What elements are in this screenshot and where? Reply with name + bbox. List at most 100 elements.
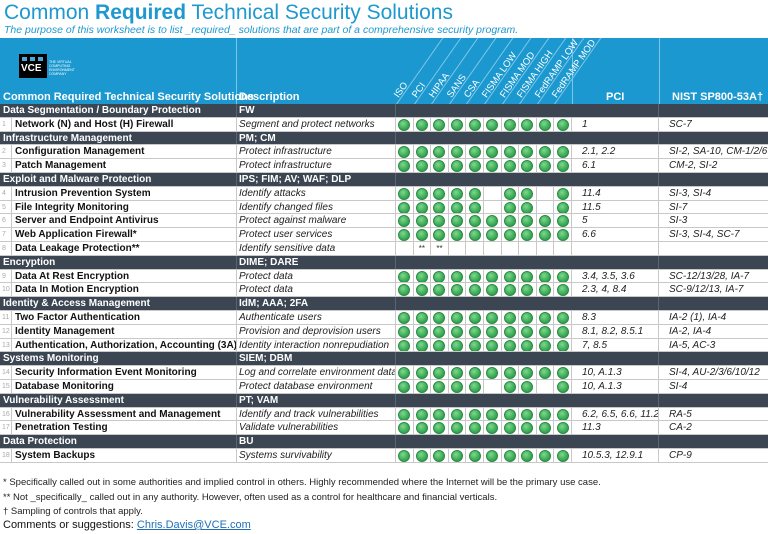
authority-cell-fisma-mod — [502, 159, 520, 172]
asterisk-note: ** — [436, 243, 443, 253]
table-row: 8 Data Leakage Protection** Identify sensi… — [0, 241, 768, 256]
authority-cell-fisma-low — [484, 228, 502, 241]
authority-cell-fisma-mod — [502, 228, 520, 241]
green-dot-icon — [556, 284, 569, 297]
solution-name: Identity Management — [12, 324, 237, 338]
pci-reference: 8.1, 8.2, 8.5.1 — [572, 324, 659, 338]
green-dot-icon — [415, 339, 428, 352]
solution-name: Security Information Event Monitoring — [12, 366, 237, 379]
authority-cell-fisma-mod — [502, 283, 520, 297]
table-row: 11 Two Factor Authentication Authenticate … — [0, 310, 768, 325]
section-abbreviations: FW — [237, 104, 396, 117]
authority-cell-csa — [466, 159, 484, 172]
green-dot-icon — [398, 380, 411, 393]
section-nist-blank — [659, 104, 768, 117]
authority-cell-iso — [396, 407, 414, 421]
authority-cell-pci — [414, 338, 432, 352]
pci-reference: 11.4 — [572, 186, 659, 200]
authority-cell-fisma-low — [484, 283, 502, 297]
authority-cell-fedramp-mod — [554, 421, 572, 435]
green-dot-icon — [433, 311, 446, 324]
pci-reference: 1 — [572, 117, 659, 131]
section-pci-blank — [572, 297, 659, 310]
page-title: Common Required Technical Security Solut… — [4, 1, 453, 25]
section-nist-blank — [659, 132, 768, 145]
solution-description: Authenticate users — [237, 310, 396, 324]
green-dot-icon — [521, 325, 534, 338]
nist-reference: SI-4, AU-2/3/6/10/12 — [669, 367, 760, 379]
nist-reference: SI-7 — [669, 201, 688, 213]
authority-cell-pci — [414, 145, 432, 159]
authority-cell-csa — [466, 186, 484, 200]
authority-cell-sans — [449, 228, 467, 241]
email-link[interactable]: Chris.Davis@VCE.com — [136, 519, 251, 531]
authority-cell-fisma-low — [484, 407, 502, 421]
green-dot-icon — [451, 325, 464, 338]
authority-cell-hipaa — [431, 407, 449, 421]
authority-cell-fisma-high — [519, 379, 537, 393]
section-nist-blank — [659, 394, 768, 407]
authority-cell-fedramp-low — [537, 448, 555, 462]
green-dot-icon — [398, 146, 411, 159]
authority-cell-fedramp-mod — [554, 214, 572, 228]
green-dot-icon — [556, 311, 569, 324]
authority-cell-iso — [396, 283, 414, 297]
solution-description: Identify attacks — [237, 186, 396, 200]
authority-cell-sans — [449, 269, 467, 283]
green-dot-icon — [486, 270, 499, 283]
authority-cell-fisma-high — [519, 310, 537, 324]
authority-cell-fedramp-mod — [554, 407, 572, 421]
solution-description: Provision and deprovision users — [237, 324, 396, 338]
authority-cell-fedramp-low — [537, 366, 555, 379]
green-dot-icon — [433, 284, 446, 297]
pci-reference: 10.5.3, 12.9.1 — [572, 448, 659, 462]
authority-cell-csa — [466, 448, 484, 462]
green-dot-icon — [486, 146, 499, 159]
green-dot-icon — [503, 311, 516, 324]
authority-cell-fedramp-mod — [554, 228, 572, 241]
row-number: 16 — [0, 407, 12, 421]
row-number: 5 — [0, 200, 12, 214]
authority-cell-sans — [449, 241, 467, 255]
solution-name: Web Application Firewall* — [12, 228, 237, 241]
solution-name: Authentication, Authorization, Accountin… — [12, 338, 237, 352]
authority-cell-hipaa — [431, 145, 449, 159]
authority-cell-sans — [449, 407, 467, 421]
authority-cell-fedramp-mod — [554, 379, 572, 393]
section-pci-blank — [572, 393, 659, 407]
section-row: Infrastructure Management PM; CM — [0, 131, 768, 146]
solution-name: System Backups — [12, 448, 237, 462]
authority-cell-fedramp-mod — [554, 338, 572, 352]
green-dot-icon — [433, 187, 446, 200]
authority-cell-fisma-high — [519, 186, 537, 200]
asterisk-note: ** — [418, 243, 425, 253]
green-dot-icon — [486, 408, 499, 421]
green-dot-icon — [468, 284, 481, 297]
authority-cell-fisma-low — [484, 117, 502, 131]
authority-cell-hipaa — [431, 379, 449, 393]
table-row: 7 Web Application Firewall* Protect user s… — [0, 228, 768, 242]
authority-cell-fisma-low — [484, 159, 502, 172]
green-dot-icon — [415, 325, 428, 338]
table-row: 3 Patch Management Protect infrastructure 6… — [0, 159, 768, 173]
table-row: 4 Intrusion Prevention System Identify att… — [0, 186, 768, 201]
green-dot-icon — [556, 325, 569, 338]
green-dot-icon — [468, 146, 481, 159]
authority-cell-fedramp-mod — [554, 186, 572, 200]
authority-cell-hipaa — [431, 283, 449, 297]
green-dot-icon — [486, 284, 499, 297]
green-dot-icon — [451, 187, 464, 200]
green-dot-icon — [503, 408, 516, 421]
section-row: Data Segmentation / Boundary Protection F… — [0, 104, 768, 118]
section-name: Infrastructure Management — [0, 131, 237, 145]
authority-cell-csa — [466, 241, 484, 255]
section-name: Data Protection — [0, 435, 237, 448]
authority-cell-fedramp-mod — [554, 310, 572, 324]
section-name: Encryption — [0, 255, 237, 269]
green-dot-icon — [539, 311, 552, 324]
green-dot-icon — [398, 215, 411, 228]
table-row: 12 Identity Management Provision and depro… — [0, 324, 768, 339]
row-number: 17 — [0, 421, 12, 435]
green-dot-icon — [451, 339, 464, 352]
section-row: Exploit and Malware Protection IPS; FIM; … — [0, 172, 768, 187]
